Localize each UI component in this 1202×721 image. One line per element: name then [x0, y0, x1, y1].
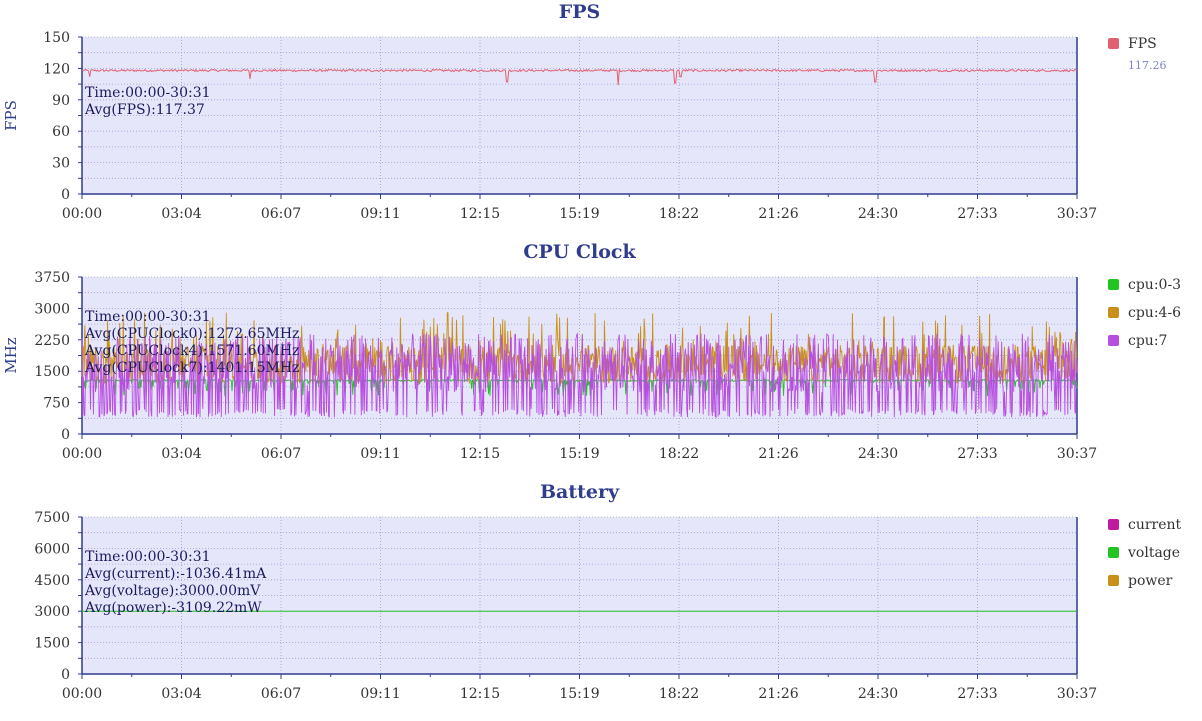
x-tick-label: 00:00	[62, 446, 102, 462]
legend-swatch[interactable]	[1108, 38, 1119, 49]
annotation-line: Avg(FPS):117.37	[84, 102, 205, 118]
x-tick-label: 27:33	[957, 206, 997, 222]
y-axis-label: MHz	[2, 337, 20, 373]
y-axis-label: FPS	[2, 100, 20, 131]
x-tick-label: 09:11	[360, 206, 400, 222]
annotation-line: Avg(voltage):3000.00mV	[84, 583, 261, 599]
x-tick-label: 24:30	[858, 686, 898, 702]
x-tick-label: 12:15	[460, 206, 500, 222]
x-tick-label: 21:26	[758, 686, 798, 702]
legend-swatch[interactable]	[1108, 519, 1119, 530]
y-tick-label: 0	[61, 187, 70, 203]
y-tick-label: 3000	[34, 301, 70, 317]
legend-label[interactable]: FPS	[1128, 36, 1157, 52]
annotation-line: Avg(CPUClock0):1272.65MHz	[84, 326, 299, 342]
x-tick-label: 30:37	[1057, 686, 1097, 702]
chart-title: Battery	[540, 481, 620, 503]
legend-label[interactable]: cpu:4-6	[1128, 305, 1181, 321]
x-tick-label: 21:26	[758, 446, 798, 462]
y-tick-label: 60	[52, 124, 70, 140]
x-tick-label: 27:33	[957, 686, 997, 702]
x-tick-label: 03:04	[161, 446, 201, 462]
legend-label[interactable]: cpu:7	[1128, 333, 1167, 349]
y-tick-label: 6000	[34, 541, 70, 557]
x-tick-label: 15:19	[559, 206, 599, 222]
y-tick-label: 3750	[34, 270, 70, 286]
x-tick-label: 30:37	[1057, 206, 1097, 222]
y-tick-label: 0	[61, 667, 70, 683]
annotation-line: Avg(CPUClock7):1401.15MHz	[84, 360, 299, 376]
chart-title: FPS	[559, 1, 601, 23]
annotation-line: Time:00:00-30:31	[85, 309, 211, 325]
y-tick-label: 150	[43, 30, 70, 46]
legend-swatch[interactable]	[1108, 307, 1119, 318]
x-tick-label: 00:00	[62, 206, 102, 222]
x-tick-label: 15:19	[559, 686, 599, 702]
annotation-line: Avg(current):-1036.41mA	[84, 566, 267, 582]
legend-swatch[interactable]	[1108, 547, 1119, 558]
x-tick-label: 21:26	[758, 206, 798, 222]
x-tick-label: 24:30	[858, 206, 898, 222]
legend-label[interactable]: cpu:0-3	[1128, 277, 1181, 293]
legend-swatch[interactable]	[1108, 335, 1119, 346]
legend-swatch[interactable]	[1108, 279, 1119, 290]
chart-panel-2: 00:00 03:04 06:07 09:11 12:15 15:19 18:22 21:26…	[2, 241, 1181, 462]
y-tick-label: 90	[52, 93, 70, 109]
x-tick-label: 09:11	[360, 446, 400, 462]
chart-panel-1: 00:00 03:04 06:07 09:11 12:15 15:19 18:22 21:26…	[2, 1, 1167, 222]
series-line-fps	[81, 68, 1078, 86]
y-tick-label: 120	[43, 61, 70, 77]
series-line-cpu-7	[81, 332, 1078, 419]
x-tick-label: 03:04	[161, 206, 201, 222]
y-tick-label: 4500	[34, 573, 70, 589]
y-tick-label: 3000	[34, 604, 70, 620]
y-tick-label: 0	[61, 427, 70, 443]
legend-label[interactable]: voltage	[1127, 545, 1180, 561]
y-tick-label: 2250	[34, 333, 70, 349]
chart-panel-3: 00:00 03:04 06:07 09:11 12:15 15:19 18:22 21:26…	[34, 481, 1181, 702]
y-tick-label: 1500	[34, 636, 70, 652]
annotation-line: Time:00:00-30:31	[85, 85, 211, 101]
legend-label[interactable]: power	[1128, 573, 1173, 589]
x-tick-label: 18:22	[659, 686, 699, 702]
legend-label[interactable]: current	[1128, 517, 1182, 533]
x-tick-label: 09:11	[360, 686, 400, 702]
x-tick-label: 30:37	[1057, 446, 1097, 462]
x-tick-label: 00:00	[62, 686, 102, 702]
x-tick-label: 27:33	[957, 446, 997, 462]
x-tick-label: 15:19	[559, 446, 599, 462]
y-tick-label: 7500	[34, 510, 70, 526]
annotation-line: Avg(CPUClock4):1571.60MHz	[84, 343, 299, 359]
x-tick-label: 06:07	[261, 206, 301, 222]
legend-swatch[interactable]	[1108, 575, 1119, 586]
x-tick-label: 18:22	[659, 446, 699, 462]
x-tick-label: 18:22	[659, 206, 699, 222]
x-tick-label: 06:07	[261, 446, 301, 462]
x-tick-label: 24:30	[858, 446, 898, 462]
chart-title: CPU Clock	[523, 241, 636, 263]
y-tick-label: 750	[43, 396, 70, 412]
annotation-line: Avg(power):-3109.22mW	[84, 600, 262, 616]
x-tick-label: 12:15	[460, 446, 500, 462]
x-tick-label: 12:15	[460, 686, 500, 702]
annotation-line: Time:00:00-30:31	[85, 549, 211, 565]
x-tick-label: 06:07	[261, 686, 301, 702]
y-tick-label: 1500	[34, 364, 70, 380]
legend-value: 117.26	[1128, 59, 1167, 72]
x-tick-label: 03:04	[161, 686, 201, 702]
y-tick-label: 30	[52, 156, 70, 172]
